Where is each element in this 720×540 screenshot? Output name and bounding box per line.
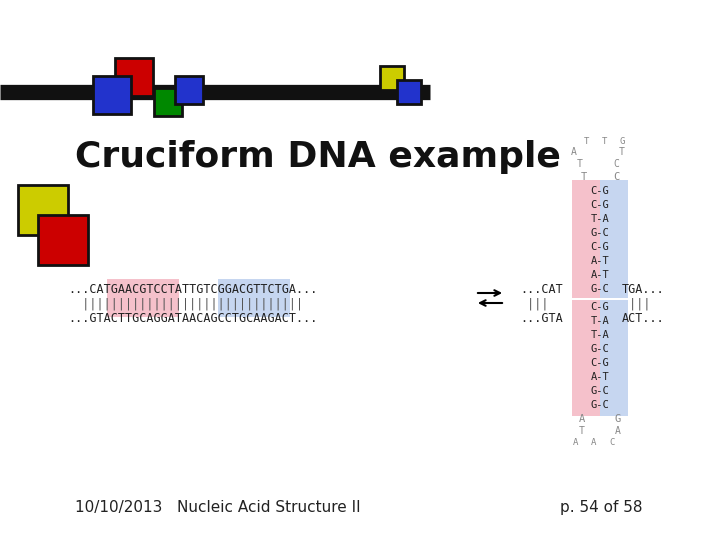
Text: T-A: T-A	[590, 214, 609, 224]
Text: T: T	[601, 137, 607, 146]
Text: 10/10/2013   Nucleic Acid Structure II: 10/10/2013 Nucleic Acid Structure II	[75, 500, 361, 515]
Text: A-T: A-T	[590, 372, 609, 382]
Text: G: G	[615, 414, 621, 424]
Text: A: A	[615, 426, 621, 436]
Bar	[115, 58, 153, 96]
Text: G-C: G-C	[590, 228, 609, 238]
Bar	[18, 185, 68, 235]
Text: A-T: A-T	[590, 256, 609, 266]
Text: ...GTACTTGCAGGATAACAGCCTGCAAGACT...: ...GTACTTGCAGGATAACAGCCTGCAAGACT...	[68, 312, 318, 325]
Bar	[93, 76, 131, 114]
Text: ...GTA: ...GTA	[520, 312, 563, 325]
Text: C: C	[609, 438, 615, 447]
Bar	[600, 180, 628, 298]
Text: C-G: C-G	[590, 242, 609, 252]
Bar	[572, 180, 600, 298]
Text: G-C: G-C	[590, 344, 609, 354]
Text: T: T	[577, 159, 583, 169]
Text: A: A	[591, 438, 597, 447]
Text: A: A	[573, 438, 579, 447]
Text: C-G: C-G	[590, 186, 609, 196]
Bar	[380, 66, 404, 90]
Text: C-G: C-G	[590, 200, 609, 210]
Text: A: A	[579, 414, 585, 424]
Text: C: C	[613, 172, 619, 182]
Text: ...CAT: ...CAT	[520, 283, 563, 296]
Text: T: T	[583, 137, 589, 146]
Text: G-C: G-C	[590, 400, 609, 410]
Bar	[107, 279, 179, 317]
Text: A: A	[571, 147, 577, 157]
Bar	[175, 76, 203, 104]
Text: C-G: C-G	[590, 358, 609, 368]
Text: |||: |||	[622, 298, 650, 311]
Text: |||||||||||||||||||||||||||||||: |||||||||||||||||||||||||||||||	[68, 298, 310, 311]
Bar	[154, 88, 182, 116]
Text: T-A: T-A	[590, 330, 609, 340]
Text: T: T	[579, 426, 585, 436]
Text: T: T	[581, 172, 587, 182]
Text: G-C: G-C	[590, 284, 609, 294]
Text: TGA...: TGA...	[622, 283, 665, 296]
Text: G-C: G-C	[590, 386, 609, 396]
Text: |||: |||	[520, 298, 549, 311]
Bar	[38, 215, 88, 265]
Text: G: G	[619, 137, 625, 146]
Text: Cruciform DNA example: Cruciform DNA example	[75, 140, 561, 174]
Text: C-G: C-G	[590, 302, 609, 312]
Text: C: C	[613, 159, 619, 169]
Text: ...CATGAACGTCCTATTGTCGGACGTTCTGA...: ...CATGAACGTCCTATTGTCGGACGTTCTGA...	[68, 283, 318, 296]
Text: p. 54 of 58: p. 54 of 58	[560, 500, 642, 515]
Bar	[572, 300, 600, 416]
Text: ACT...: ACT...	[622, 312, 665, 325]
Bar	[218, 279, 290, 317]
Text: T-A: T-A	[590, 316, 609, 326]
Bar	[600, 300, 628, 416]
Text: A-T: A-T	[590, 270, 609, 280]
Text: T: T	[619, 147, 625, 157]
Bar	[397, 80, 421, 104]
